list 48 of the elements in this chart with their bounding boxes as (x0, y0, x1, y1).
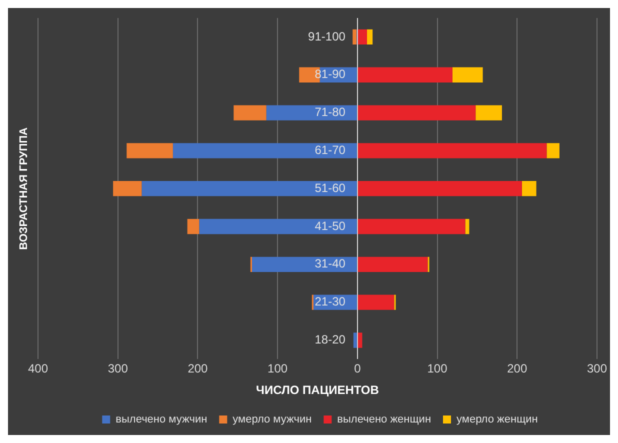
bar (142, 181, 357, 196)
x-tick-label: 100 (427, 362, 448, 376)
y-tick-label: 31-40 (314, 256, 346, 271)
legend-label: вылечено мужчин (116, 414, 208, 426)
x-tick-label: 0 (354, 362, 362, 376)
legend-label: вылечено женщин (337, 414, 432, 426)
legend-label: умерло женщин (456, 414, 538, 426)
x-tick-label: 200 (188, 362, 208, 376)
y-tick-label: 51-60 (314, 180, 346, 195)
bar (234, 105, 266, 120)
bar (358, 143, 547, 158)
bar (252, 256, 357, 272)
bar (358, 105, 476, 120)
bar (353, 332, 357, 348)
x-tick-label: 300 (108, 362, 128, 376)
y-tick-label: 71-80 (314, 105, 346, 120)
x-tick-label: 200 (507, 362, 528, 376)
x-axis-title: ЧИСЛО ПАЦИЕНТОВ (256, 383, 380, 398)
bar (126, 143, 173, 158)
y-axis-title: ВОЗРАСТНАЯ ГРУППА (18, 127, 30, 250)
bar (266, 105, 357, 120)
bar (358, 332, 362, 348)
bar (358, 29, 368, 45)
x-tick-label: 400 (28, 362, 48, 376)
y-tick-label: 41-50 (314, 218, 346, 233)
y-tick-label: 18-20 (314, 332, 346, 347)
y-tick-label: 21-30 (314, 294, 346, 309)
bar (546, 143, 560, 158)
bar (367, 29, 373, 45)
y-tick-label: 61-70 (314, 143, 346, 157)
bar (522, 181, 536, 196)
bar (187, 218, 200, 234)
bar (465, 218, 470, 234)
bar (358, 67, 452, 82)
bar (172, 143, 357, 158)
bar (352, 29, 357, 45)
y-tick-label: 91-100 (308, 29, 346, 44)
x-tick-label: 300 (586, 362, 608, 376)
x-tick-label: 100 (268, 362, 288, 376)
bar (452, 67, 483, 82)
bar (358, 181, 522, 196)
bar (476, 105, 502, 120)
bar (358, 294, 394, 310)
legend-label: умерло мужчин (232, 414, 312, 426)
bar (358, 256, 428, 272)
bar (358, 218, 466, 234)
bar (199, 218, 357, 234)
bar (113, 181, 142, 196)
